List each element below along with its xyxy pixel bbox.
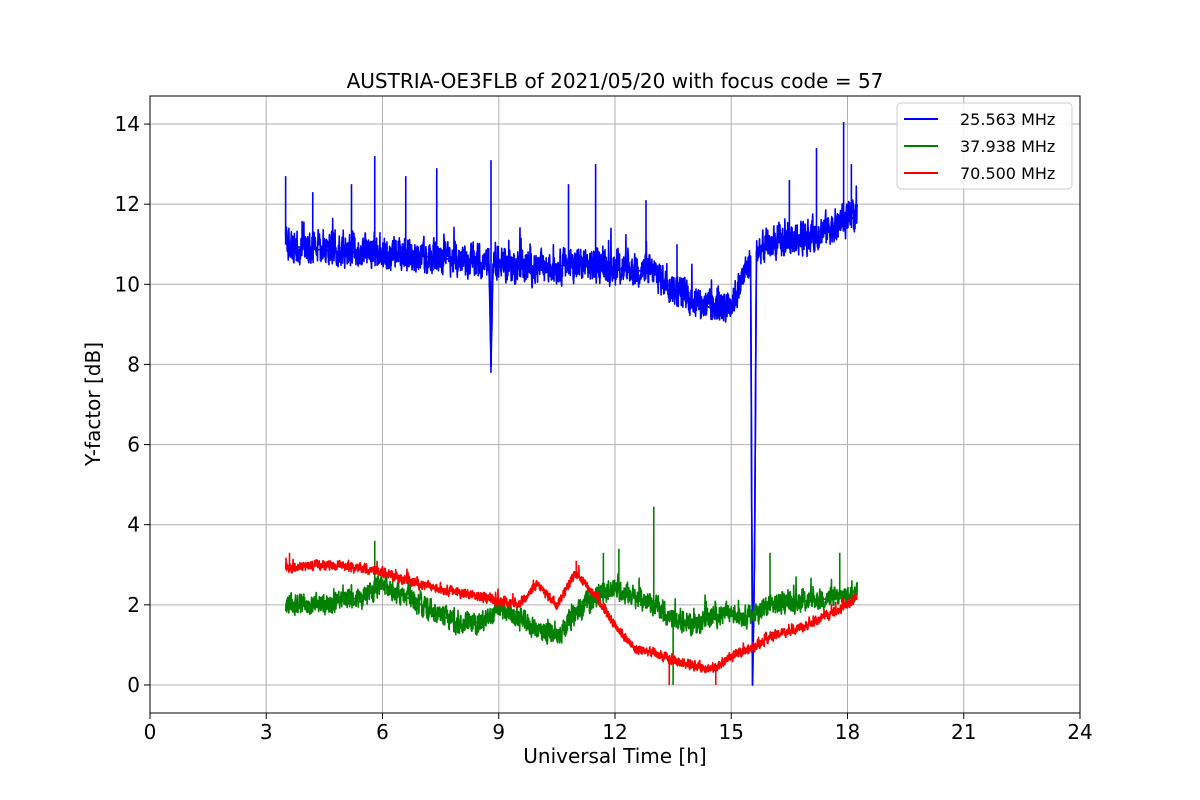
x-tick-label: 3 — [260, 720, 273, 744]
series-trace-3 — [285, 563, 858, 670]
y-tick-label: 10 — [115, 272, 140, 296]
y-tick-label: 6 — [127, 433, 140, 457]
series-line-3 — [284, 557, 858, 674]
y-tick-label: 14 — [115, 112, 140, 136]
x-tick-label: 24 — [1067, 720, 1092, 744]
series-lines — [284, 122, 858, 686]
y-axis-label: Y-factor [dB] — [81, 342, 105, 467]
x-tick-label: 12 — [602, 720, 627, 744]
y-tick-label: 8 — [127, 352, 140, 376]
x-tick-label: 0 — [144, 720, 157, 744]
x-tick-label: 6 — [376, 720, 389, 744]
y-tick-label: 4 — [127, 513, 140, 537]
x-tick-label: 9 — [492, 720, 505, 744]
x-tick-label: 18 — [835, 720, 860, 744]
series-trace-1 — [285, 215, 858, 685]
x-tick-label: 15 — [719, 720, 744, 744]
legend-label-1: 25.563 MHz — [960, 110, 1055, 129]
chart-title: AUSTRIA-OE3FLB of 2021/05/20 with focus … — [347, 69, 884, 93]
x-tick-label: 21 — [951, 720, 976, 744]
y-tick-label: 12 — [115, 192, 140, 216]
y-tick-label: 0 — [127, 673, 140, 697]
series-line-2 — [284, 572, 858, 645]
y-tick-label: 2 — [127, 593, 140, 617]
legend: 25.563 MHz 37.938 MHz 70.500 MHz — [896, 102, 1073, 190]
legend-label-3: 70.500 MHz — [960, 164, 1055, 183]
legend-label-2: 37.938 MHz — [960, 137, 1055, 156]
x-axis-label: Universal Time [h] — [523, 744, 706, 768]
legend-box — [896, 102, 1073, 190]
